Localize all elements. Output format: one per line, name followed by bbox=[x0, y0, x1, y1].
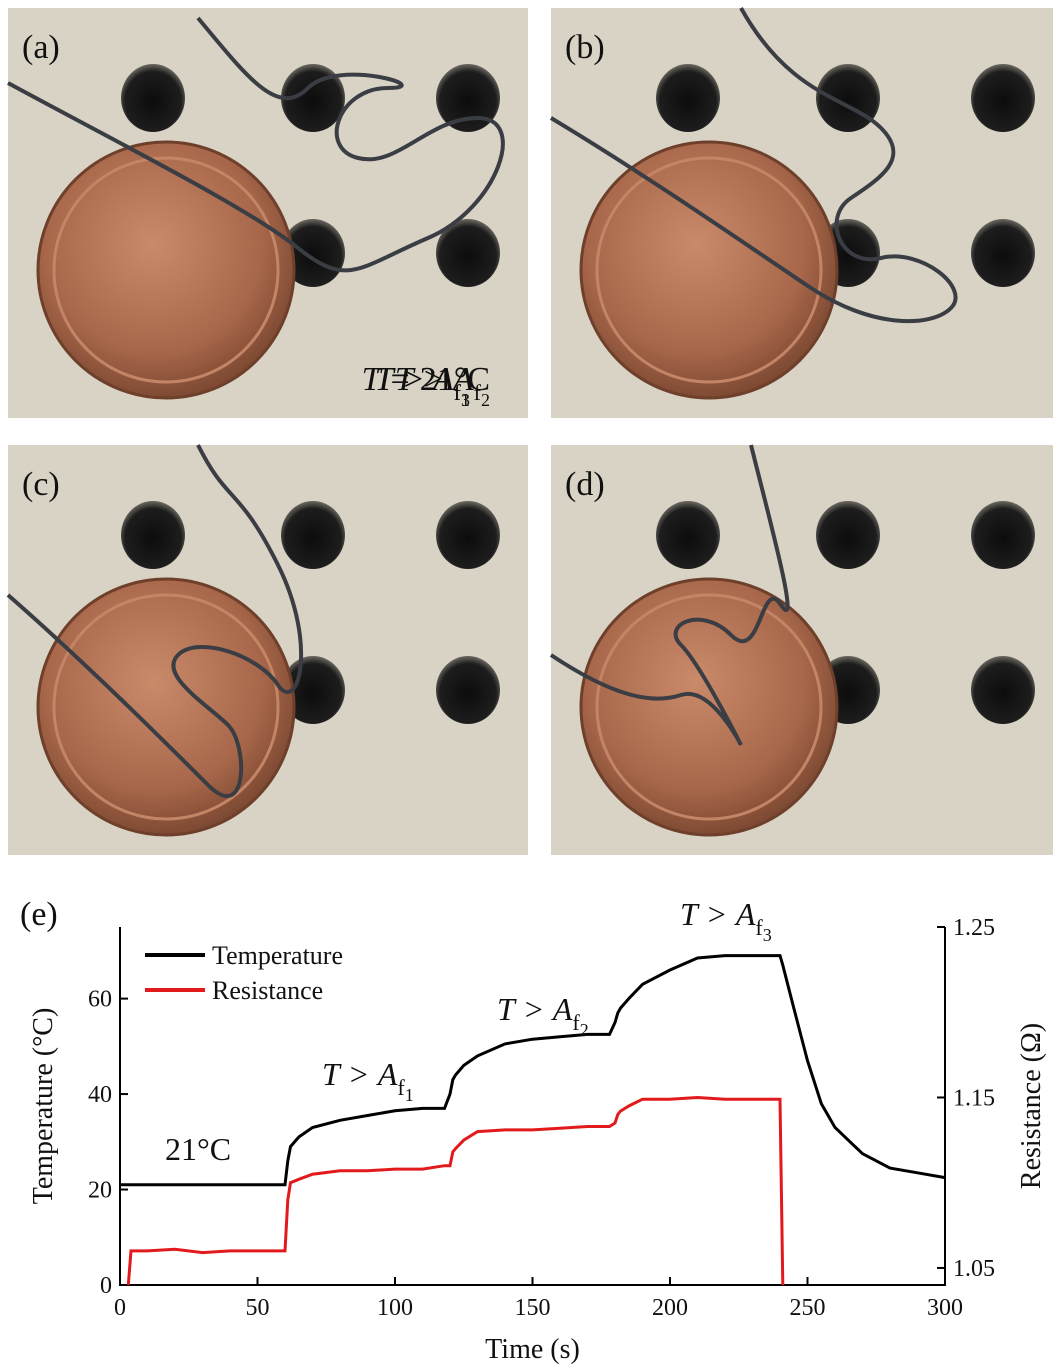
hole bbox=[816, 501, 880, 569]
caption: 21°C bbox=[165, 1131, 231, 1167]
caption-var: 21°C bbox=[165, 1131, 231, 1167]
photo: (c) bbox=[8, 445, 528, 855]
hole bbox=[436, 656, 500, 724]
hole bbox=[971, 219, 1035, 287]
y-axis-title: Temperature (°C) bbox=[28, 1008, 59, 1205]
caption-var: T bbox=[375, 361, 396, 398]
caption-rhs: A bbox=[376, 1056, 398, 1092]
page: {"panels": [ {"label": "(a)", "caption":… bbox=[0, 0, 1053, 1365]
panel-label: (d) bbox=[565, 466, 605, 503]
hole bbox=[121, 64, 185, 132]
x-tick-label: 250 bbox=[790, 1295, 826, 1321]
x-tick-label: 100 bbox=[377, 1295, 413, 1321]
coin bbox=[38, 579, 294, 835]
hole bbox=[281, 501, 345, 569]
caption-rel: > bbox=[708, 896, 726, 932]
y2-axis-title: Resistance (Ω) bbox=[1016, 1023, 1047, 1189]
caption-var: T bbox=[680, 896, 700, 932]
y2-tick-label: 1.15 bbox=[953, 1085, 995, 1111]
caption: T>Af2 bbox=[497, 991, 589, 1040]
caption-rhs: A bbox=[551, 991, 573, 1027]
coin bbox=[581, 579, 837, 835]
hole bbox=[971, 64, 1035, 132]
hole bbox=[816, 64, 880, 132]
hole bbox=[656, 501, 720, 569]
photo: (a) bbox=[8, 8, 528, 418]
y2-tick-label: 1.25 bbox=[953, 915, 995, 941]
panel-label: (e) bbox=[20, 896, 58, 933]
caption-rel: > bbox=[525, 991, 543, 1027]
y2-tick-label: 1.05 bbox=[953, 1256, 995, 1282]
y-tick-label: 60 bbox=[88, 987, 112, 1013]
x-axis-title: Time (s) bbox=[485, 1334, 580, 1365]
caption: T>Af1 bbox=[322, 1056, 414, 1105]
coin bbox=[38, 142, 294, 398]
caption-rhs: A bbox=[734, 896, 756, 932]
caption-var: T bbox=[322, 1056, 342, 1092]
panel-label: (b) bbox=[565, 29, 605, 66]
caption-var: T bbox=[497, 991, 517, 1027]
caption-subsub: 3 bbox=[763, 925, 772, 945]
x-tick-label: 50 bbox=[246, 1295, 270, 1321]
x-tick-label: 150 bbox=[515, 1295, 551, 1321]
panel-label: (c) bbox=[22, 466, 60, 503]
legend-label: Resistance bbox=[212, 976, 323, 1005]
caption-subsub: 3 bbox=[461, 390, 470, 410]
caption-subsub: 2 bbox=[580, 1020, 589, 1040]
panel-label: (a) bbox=[22, 29, 60, 66]
caption-rel: > bbox=[404, 361, 423, 398]
x-tick-label: 0 bbox=[114, 1295, 126, 1321]
hole bbox=[656, 64, 720, 132]
photo: (d) bbox=[551, 445, 1053, 855]
caption-subsub: 1 bbox=[405, 1085, 414, 1105]
caption-rel: > bbox=[350, 1056, 368, 1092]
coin bbox=[581, 142, 837, 398]
x-tick-label: 200 bbox=[652, 1295, 688, 1321]
hole bbox=[436, 501, 500, 569]
series-line bbox=[128, 1098, 783, 1286]
hole bbox=[971, 656, 1035, 724]
y-tick-label: 0 bbox=[100, 1273, 112, 1299]
caption-rhs: A bbox=[431, 361, 454, 398]
figure: (a)T=21°C(b)T>Af1(c)T>Af2(d)T>Af3(e)0501… bbox=[0, 0, 1053, 1365]
caption-subsub: 2 bbox=[481, 390, 490, 410]
caption: T>Af3 bbox=[680, 896, 772, 945]
y-tick-label: 20 bbox=[88, 1178, 112, 1204]
hole bbox=[121, 501, 185, 569]
hole bbox=[971, 501, 1035, 569]
y-tick-label: 40 bbox=[88, 1082, 112, 1108]
legend-label: Temperature bbox=[212, 941, 343, 970]
photo: (b) bbox=[551, 8, 1053, 418]
x-tick-label: 300 bbox=[927, 1295, 963, 1321]
